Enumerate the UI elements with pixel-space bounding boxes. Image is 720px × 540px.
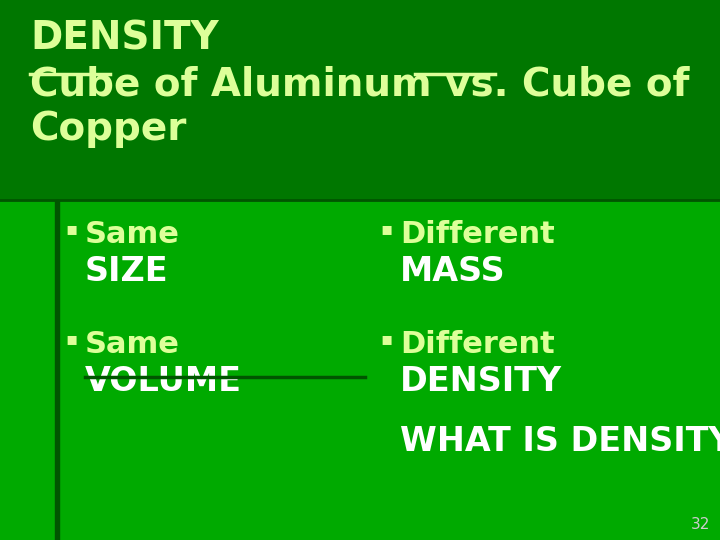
Text: DENSITY: DENSITY xyxy=(400,365,562,398)
Text: Different: Different xyxy=(400,220,554,249)
Bar xyxy=(55,200,59,540)
Text: ▪: ▪ xyxy=(65,220,77,238)
Text: WHAT IS DENSITY?: WHAT IS DENSITY? xyxy=(400,425,720,458)
Text: ▪: ▪ xyxy=(65,330,77,348)
Text: Same: Same xyxy=(85,330,180,359)
Text: Copper: Copper xyxy=(30,110,186,148)
Text: SIZE: SIZE xyxy=(85,255,168,288)
Text: Different: Different xyxy=(400,330,554,359)
Text: ▪: ▪ xyxy=(380,330,392,348)
Bar xyxy=(0,0,720,200)
Text: Cube of Aluminum vs. Cube of: Cube of Aluminum vs. Cube of xyxy=(30,65,689,103)
Text: 32: 32 xyxy=(690,517,710,532)
Text: DENSITY: DENSITY xyxy=(30,20,219,58)
Text: Same: Same xyxy=(85,220,180,249)
Text: MASS: MASS xyxy=(400,255,505,288)
Text: VOLUME: VOLUME xyxy=(85,365,242,398)
Text: ▪: ▪ xyxy=(380,220,392,238)
